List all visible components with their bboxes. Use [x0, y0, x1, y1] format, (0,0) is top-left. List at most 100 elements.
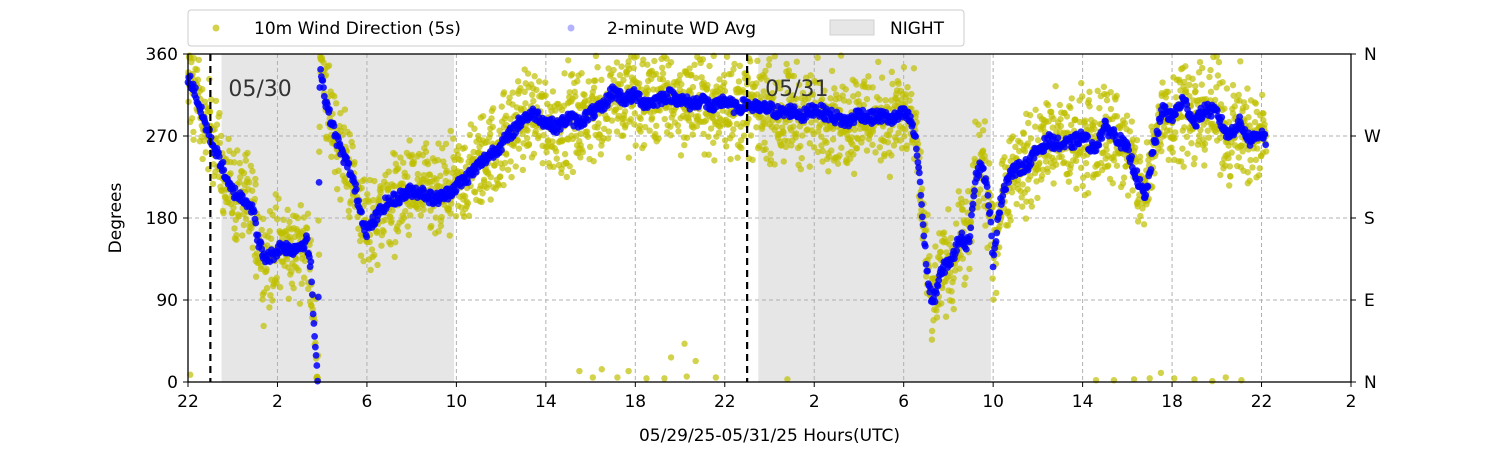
raw-point-888 [532, 127, 539, 135]
raw-point-1396 [731, 60, 738, 68]
raw-point-1750 [869, 128, 877, 135]
raw-point-476 [371, 177, 378, 185]
raw-point-1005 [577, 130, 584, 137]
raw-point-2349 [1103, 97, 1111, 104]
raw-point-226 [273, 279, 280, 286]
raw-point-2033 [979, 127, 987, 134]
raw-point-210 [267, 291, 274, 299]
raw-point-1021 [583, 128, 591, 135]
raw-point-1497 [770, 94, 777, 101]
avg-point-1322 [1169, 117, 1176, 125]
raw-point-1395 [730, 126, 737, 133]
raw-point-225 [272, 204, 280, 211]
avg-point-1196 [1075, 140, 1083, 148]
raw-point-132 [236, 159, 243, 167]
raw-point-2038 [982, 222, 989, 229]
raw-point-1024 [585, 78, 592, 85]
raw-point-2540 [1179, 145, 1186, 152]
raw-point-2767 [712, 374, 720, 381]
raw-point-899 [535, 78, 543, 85]
raw-point-1145 [632, 142, 639, 149]
avg-point-1278 [1136, 175, 1144, 183]
series-2-minute-wd-avg [184, 65, 1270, 385]
raw-point-1002 [577, 154, 584, 161]
avg-point-1055 [970, 192, 978, 200]
raw-point-1510 [775, 79, 782, 86]
raw-point-399 [340, 124, 348, 131]
raw-point-2727 [1251, 118, 1259, 126]
raw-point-72 [212, 97, 220, 105]
raw-point-2341 [1100, 83, 1108, 91]
raw-point-991 [572, 93, 579, 100]
raw-point-297 [300, 274, 308, 281]
raw-point-2667 [1228, 149, 1235, 156]
raw-point-1622 [819, 147, 826, 155]
avg-point-979 [913, 152, 921, 160]
raw-point-280 [294, 214, 302, 222]
raw-point-1619 [818, 142, 825, 149]
raw-point-304 [303, 225, 311, 232]
raw-point-1252 [674, 122, 682, 129]
raw-point-1739 [865, 73, 872, 80]
raw-point-1984 [961, 281, 968, 288]
avg-point-970 [907, 112, 914, 120]
raw-point-2638 [1217, 134, 1224, 142]
raw-point-173 [252, 181, 259, 188]
raw-point-2412 [1128, 118, 1135, 125]
raw-point-1167 [640, 141, 648, 149]
legend: 10m Wind Direction (5s) 2-minute WD Avg … [187, 9, 965, 47]
raw-point-1908 [931, 262, 939, 269]
raw-point-1277 [683, 134, 691, 141]
raw-point-1977 [957, 195, 965, 203]
avg-point-47 [219, 158, 227, 166]
raw-point-2694 [1239, 148, 1246, 155]
raw-point-1177 [644, 87, 652, 94]
raw-point-964 [561, 150, 569, 158]
raw-point-442 [357, 252, 365, 259]
raw-point-1816 [895, 129, 902, 137]
raw-point-1645 [828, 147, 835, 154]
avg-point-1168 [1054, 134, 1062, 142]
raw-point-2250 [1065, 178, 1073, 185]
raw-point-80 [216, 109, 223, 117]
raw-point-1096 [613, 59, 621, 66]
avg-point-470 [534, 108, 542, 116]
y2-tick-label-4: N [1364, 45, 1377, 65]
raw-point-2375 [1113, 162, 1121, 169]
raw-point-2689 [1237, 58, 1244, 65]
avg-point-1016 [941, 269, 949, 276]
raw-point-2317 [1091, 119, 1098, 126]
raw-point-2573 [1191, 154, 1198, 162]
raw-point-1084 [608, 117, 616, 124]
raw-point-1532 [784, 89, 791, 96]
raw-point-2137 [1020, 130, 1028, 137]
raw-point-2685 [1235, 91, 1242, 99]
raw-point-1196 [652, 70, 660, 78]
raw-point-1608 [814, 54, 821, 61]
raw-point-212 [267, 235, 275, 242]
raw-point-1336 [707, 125, 715, 132]
raw-point-845 [514, 78, 522, 85]
raw-point-2067 [993, 289, 1000, 297]
raw-point-2367 [1110, 157, 1118, 164]
raw-point-2613 [1207, 66, 1214, 74]
raw-point-1854 [910, 65, 918, 72]
raw-point-2302 [1085, 97, 1093, 104]
avg-point-1382 [1213, 107, 1221, 114]
y-tick-label-1: 90 [156, 291, 178, 311]
raw-point-935 [550, 163, 557, 171]
raw-point-1596 [809, 91, 817, 98]
raw-point-2197 [1044, 165, 1051, 172]
raw-point-306 [304, 210, 312, 217]
raw-point-2776 [1191, 376, 1198, 383]
raw-point-775 [487, 173, 495, 181]
avg-point-1326 [1172, 110, 1179, 118]
y2-tick-label-3: W [1364, 127, 1381, 147]
raw-point-1981 [959, 255, 966, 262]
raw-point-785 [491, 162, 498, 169]
raw-point-2574 [1192, 82, 1199, 90]
raw-point-2551 [1182, 86, 1189, 94]
raw-point-2213 [1050, 115, 1057, 123]
raw-point-2300 [1084, 189, 1092, 197]
raw-point-2106 [1008, 189, 1016, 196]
